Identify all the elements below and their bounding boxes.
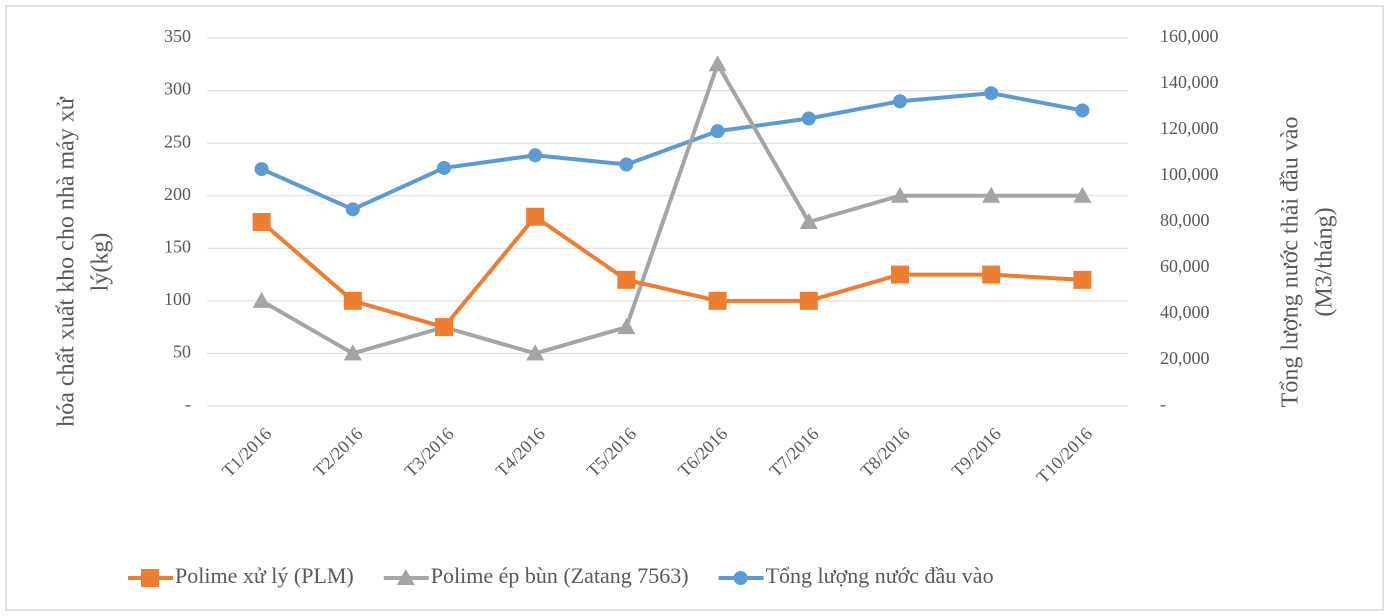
y-tick-label: 350 [164,26,191,46]
marker [1075,103,1090,118]
legend-item: Polime xử lý (PLM) [128,563,354,588]
legend-label: Polime xử lý (PLM) [175,563,354,588]
marker [526,344,545,361]
marker [435,318,453,337]
marker [141,569,159,587]
y2-tick-label: - [1160,394,1166,414]
marker [708,55,727,72]
y2-tick-label: 120,000 [1160,118,1219,138]
marker [1073,186,1092,203]
legend-label: Tổng lượng nước đầu vào [766,563,994,588]
marker [799,213,818,229]
marker [893,94,907,109]
y-tick-label: 300 [164,79,191,99]
series-line [260,91,1083,212]
marker [343,344,362,361]
marker [526,207,545,226]
legend-item: Polime ép bùn (Zatang 7563) [383,563,689,588]
marker [710,124,725,139]
y2-tick-label: 100,000 [1160,164,1219,184]
y2-axis-title: (M3/tháng) [1312,207,1338,316]
marker [984,86,999,101]
y2-axis-title: Tổng lượng nước thải đầu vào [1278,117,1304,408]
marker [708,291,727,310]
y-tick-label: 250 [164,131,191,151]
marker [617,270,636,289]
marker [1073,270,1092,289]
marker [801,111,816,126]
y-tick-label: 200 [164,184,191,204]
marker [617,318,636,335]
marker [254,162,269,177]
y-axis-title: lý(kg) [88,233,114,292]
legend-item: Tổng lượng nước đầu vào [718,563,994,588]
marker [799,291,818,310]
y-tick-label: 50 [173,342,191,362]
series-line [260,214,1083,330]
y2-tick-label: 80,000 [1160,210,1210,230]
marker [437,160,451,175]
marker [733,571,748,585]
marker [891,265,909,284]
y2-tick-label: 40,000 [1160,302,1210,322]
marker [252,213,271,231]
marker [891,186,909,203]
y-axis-title: hóa chất xuất kho cho nhà máy xử [54,96,80,427]
marker [619,157,634,172]
marker [528,148,543,163]
y2-tick-label: 60,000 [1160,256,1210,276]
y-tick-label: 100 [164,289,191,309]
series-line [260,62,1083,356]
legend-label: Polime ép bùn (Zatang 7563) [431,563,689,588]
marker [345,202,360,217]
y2-tick-label: 140,000 [1160,72,1219,92]
marker [343,291,362,310]
marker [982,186,1001,203]
y2-tick-label: 160,000 [1160,26,1219,46]
y-tick-label: 150 [164,236,191,256]
y-tick-label: - [185,394,191,414]
marker [982,265,1001,284]
marker [396,569,415,585]
marker [252,291,271,308]
chart-border [5,5,1384,611]
y2-tick-label: 20,000 [1160,348,1210,368]
